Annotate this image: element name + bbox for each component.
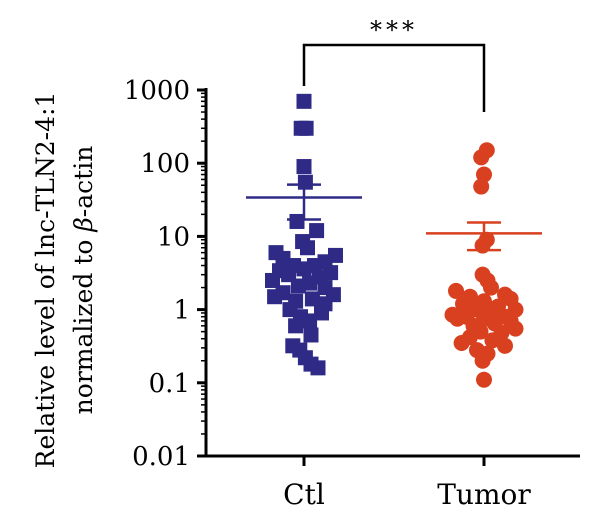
error-bars bbox=[246, 183, 542, 252]
significance-label: *** bbox=[370, 16, 418, 44]
data-point-ctl bbox=[304, 291, 320, 307]
y-axis-label-line2: normalized to β-actin bbox=[69, 146, 98, 415]
data-point-ctl bbox=[289, 213, 305, 229]
y-axis-label-line2-prefix: normalized to bbox=[69, 232, 98, 415]
data-point-tumor bbox=[483, 279, 499, 296]
data-point-ctl bbox=[309, 223, 325, 239]
data-point-tumor bbox=[497, 337, 513, 354]
y-axis-label: Relative level of lnc-TLN2-4:1 normalize… bbox=[31, 92, 98, 469]
y-axis-label-line2-suffix: -actin bbox=[69, 146, 98, 218]
data-point-tumor bbox=[476, 371, 492, 388]
x-tick-label: Ctl bbox=[283, 478, 325, 511]
data-point-ctl bbox=[296, 159, 312, 175]
data-point-ctl bbox=[288, 318, 304, 334]
significance-bracket: *** bbox=[302, 16, 486, 112]
data-point-tumor bbox=[473, 149, 490, 166]
data-point-ctl bbox=[300, 240, 315, 256]
data-point-ctl bbox=[310, 360, 326, 376]
data-point-ctl bbox=[298, 120, 314, 136]
y-tick-label: 100 bbox=[140, 149, 190, 179]
data-point-ctl bbox=[267, 289, 283, 305]
data-point-ctl bbox=[265, 272, 280, 288]
data-point-ctl bbox=[296, 93, 312, 109]
y-axis-label-beta: β bbox=[69, 217, 98, 232]
data-point-ctl bbox=[296, 261, 312, 277]
y-axis-label-line1: Relative level of lnc-TLN2-4:1 bbox=[31, 92, 60, 469]
data-point-tumor bbox=[455, 295, 471, 312]
data-point-tumor bbox=[476, 166, 492, 183]
y-tick-label: 1000 bbox=[124, 76, 190, 106]
data-point-tumor bbox=[473, 178, 490, 195]
y-tick-label: 10 bbox=[157, 222, 190, 252]
data-point-tumor bbox=[507, 320, 524, 337]
data-point-tumor bbox=[448, 282, 464, 299]
significance-bracket-line bbox=[302, 43, 486, 112]
data-point-tumor bbox=[449, 310, 466, 327]
axes: 0.01 0.1 1 10 100 1000 Ctl Tumor bbox=[124, 76, 580, 511]
data-point-ctl bbox=[302, 313, 318, 329]
data-point-ctl bbox=[297, 174, 313, 190]
data-point-tumor bbox=[453, 334, 470, 351]
data-points bbox=[265, 93, 524, 388]
data-point-tumor bbox=[474, 352, 491, 369]
y-tick-label: 0.01 bbox=[132, 442, 190, 472]
data-point-ctl bbox=[303, 327, 319, 343]
x-tick-label: Tumor bbox=[437, 478, 531, 511]
data-point-ctl bbox=[314, 305, 329, 321]
data-point-ctl bbox=[281, 267, 297, 283]
data-point-ctl bbox=[290, 278, 306, 294]
data-point-tumor bbox=[484, 332, 501, 349]
y-tick-label: 0.1 bbox=[149, 369, 190, 399]
y-tick-label: 1 bbox=[173, 296, 190, 326]
